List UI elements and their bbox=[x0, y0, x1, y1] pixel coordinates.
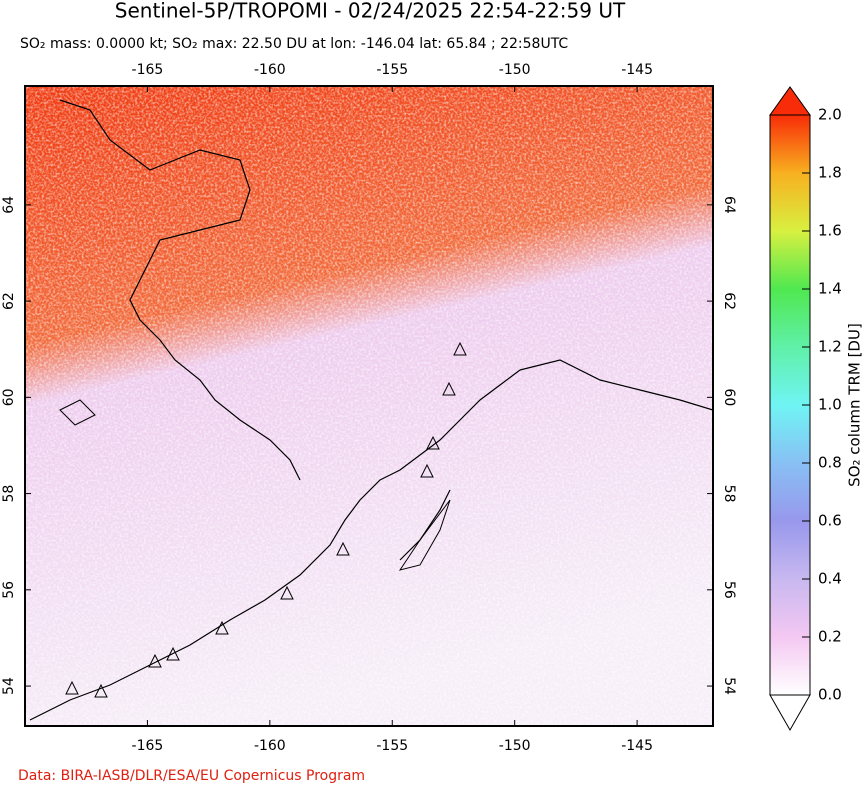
y-tick-label-left: 56 bbox=[1, 581, 17, 599]
colorbar-tick-label: 1.4 bbox=[818, 280, 842, 298]
x-tick-label-top: -145 bbox=[621, 62, 653, 78]
y-tick-label-right: 56 bbox=[721, 581, 737, 599]
colorbar-tick-label: 2.0 bbox=[818, 106, 842, 124]
y-tick-label-left: 60 bbox=[1, 388, 17, 406]
x-tick-label-bottom: -155 bbox=[376, 738, 408, 754]
y-tick-label-right: 62 bbox=[721, 292, 737, 310]
y-tick-label-left: 54 bbox=[1, 677, 17, 695]
x-tick-label-top: -150 bbox=[499, 62, 531, 78]
x-tick-label-bottom: -165 bbox=[132, 738, 164, 754]
subtitle: SO₂ mass: 0.0000 kt; SO₂ max: 22.50 DU a… bbox=[20, 36, 568, 52]
x-tick-label-bottom: -145 bbox=[621, 738, 653, 754]
noise-overlay bbox=[25, 86, 713, 726]
colorbar-tick-label: 1.2 bbox=[818, 338, 842, 356]
colorbar-tick-label: 1.8 bbox=[818, 164, 842, 182]
colorbar-tick-label: 1.0 bbox=[818, 396, 842, 414]
y-tick-label-right: 58 bbox=[721, 485, 737, 503]
y-tick-label-right: 64 bbox=[721, 196, 737, 214]
islands bbox=[59, 399, 451, 571]
map-frame bbox=[24, 85, 714, 727]
colorbar-tick-label: 0.4 bbox=[818, 570, 842, 588]
x-tick-label-top: -155 bbox=[376, 62, 408, 78]
x-tick-label-top: -160 bbox=[254, 62, 286, 78]
colorbar-tick-label: 1.6 bbox=[818, 222, 842, 240]
x-tick-label-top: -165 bbox=[132, 62, 164, 78]
colorbar-tick-label: 0.8 bbox=[818, 454, 842, 472]
x-tick-label-bottom: -160 bbox=[254, 738, 286, 754]
y-tick-label-right: 60 bbox=[721, 388, 737, 406]
credit: Data: BIRA-IASB/DLR/ESA/EU Copernicus Pr… bbox=[18, 768, 365, 784]
y-tick-label-left: 64 bbox=[1, 196, 17, 214]
x-tick-label-bottom: -150 bbox=[499, 738, 531, 754]
colorbar-tick-label: 0.0 bbox=[818, 686, 842, 704]
title: Sentinel-5P/TROPOMI - 02/24/2025 22:54-2… bbox=[115, 0, 626, 23]
colorbar-min-arrow bbox=[769, 694, 811, 732]
colorbar-label: SO₂ column TRM [DU] bbox=[846, 323, 864, 487]
colorbar-tick-label: 0.6 bbox=[818, 512, 842, 530]
map-area bbox=[25, 86, 713, 726]
y-tick-label-left: 58 bbox=[1, 485, 17, 503]
y-tick-label-left: 62 bbox=[1, 292, 17, 310]
volcanoes bbox=[65, 341, 467, 698]
colorbar-tick-label: 0.2 bbox=[818, 628, 842, 646]
y-tick-label-right: 54 bbox=[721, 677, 737, 695]
colorbar-max-arrow bbox=[769, 86, 811, 116]
coastline bbox=[29, 99, 713, 721]
